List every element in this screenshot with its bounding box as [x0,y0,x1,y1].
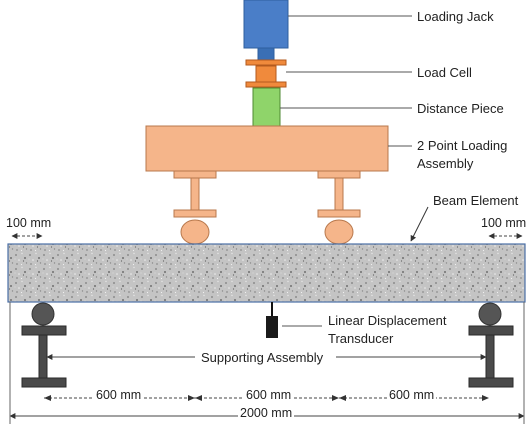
dim-span-left: 600 mm [94,388,144,402]
distance-piece [252,87,281,127]
dim-overhang-left: 100 mm [6,216,52,230]
load-cell-bottom-plate [245,81,287,88]
support-right [468,302,514,388]
load-cell-top-plate [245,59,287,66]
loading-point-left [173,170,217,245]
loading-assembly-beam [145,125,389,172]
label-ldt-line2: Transducer [328,331,394,346]
ldt-sensor [266,302,278,338]
loading-jack-body [243,0,289,49]
beam-leader [410,206,429,242]
label-ldt-line1: Linear Displacement [328,313,447,328]
label-beam-element: Beam Element [433,193,519,208]
label-load-cell: Load Cell [417,65,472,80]
label-loading-assembly-line1: 2 Point Loading [417,138,508,153]
loading-jack-stem [257,47,275,61]
label-supporting-assembly: Supporting Assembly [201,350,324,365]
dim-overhang-right: 100 mm [481,216,527,230]
span-arrowheads [44,395,489,401]
load-cell-body [255,65,277,83]
extension-lines [9,302,525,424]
dim-total: 2000 mm [238,406,295,420]
loading-point-right [317,170,361,245]
dim-span-middle: 600 mm [244,388,294,402]
label-distance-piece: Distance Piece [417,101,504,116]
dim-span-right: 600 mm [387,388,437,402]
beam-element [7,243,526,303]
support-left [21,302,67,388]
label-loading-jack: Loading Jack [417,9,494,24]
leader-lines [280,15,412,327]
label-loading-assembly-line2: Assembly [417,156,474,171]
